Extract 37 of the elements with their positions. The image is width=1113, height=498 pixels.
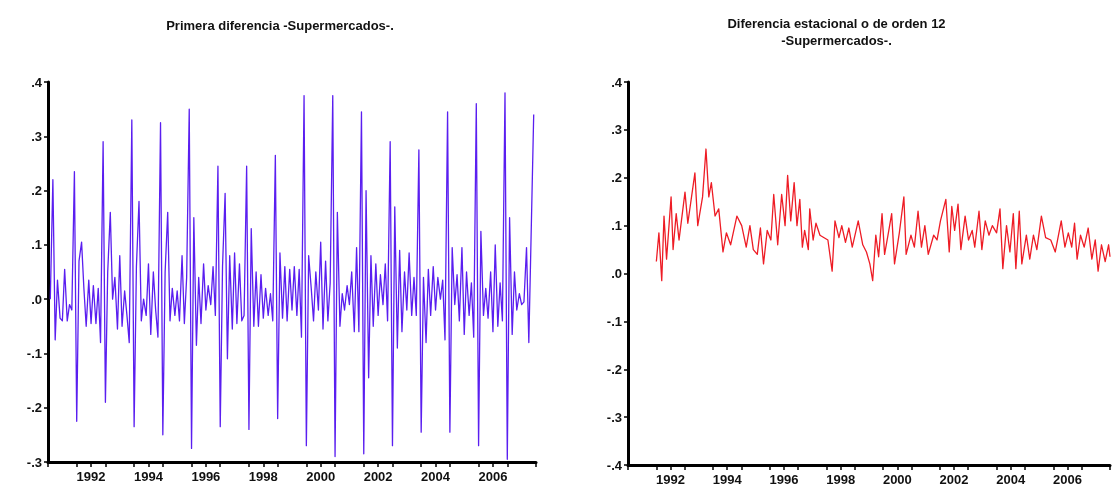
y-tick-label: .1	[31, 237, 42, 253]
y-tick-label: .2	[611, 170, 622, 186]
y-tick-label: -.4	[606, 457, 623, 473]
y-tick-label: -.1	[606, 313, 622, 329]
x-tick-label: 2006	[478, 469, 508, 484]
y-tick-label: -.1	[26, 345, 42, 361]
y-tick-label: .2	[31, 183, 42, 199]
x-tick-label: 2000	[306, 469, 336, 484]
y-tick-label: .4	[31, 74, 43, 90]
y-tick-label: .4	[611, 74, 623, 90]
x-tick-label: 1992	[656, 472, 685, 487]
x-tick-label: 1998	[248, 469, 278, 484]
chart-title: Diferencia estacional o de orden 12 -Supermercados-.	[727, 16, 946, 48]
x-tick-label: 2002	[939, 472, 969, 487]
y-tick-label: .3	[611, 122, 622, 138]
x-tick-label: 2004	[996, 472, 1026, 487]
x-tick-label: 1994	[134, 469, 164, 484]
x-tick-label: 2006	[1053, 472, 1082, 487]
x-tick-label: 1996	[769, 472, 799, 487]
line-series	[655, 148, 1111, 282]
x-tick-label: 1994	[712, 472, 743, 487]
line-series	[49, 92, 535, 460]
x-tick-label: 1992	[76, 469, 106, 484]
x-tick-label: 2000	[882, 472, 912, 487]
y-tick-label: .0	[611, 266, 622, 281]
y-tick-label: -.3	[606, 409, 622, 425]
chart-title: Primera diferencia -Supermercados-.	[166, 18, 394, 33]
y-tick-label: -.2	[26, 400, 42, 416]
x-tick-label: 2002	[363, 469, 393, 484]
x-tick-label: 1996	[191, 469, 221, 484]
y-tick-label: .3	[31, 128, 42, 144]
y-tick-label: .1	[611, 218, 622, 234]
x-tick-label: 1998	[826, 472, 856, 487]
x-tick-label: 2004	[421, 469, 451, 484]
y-tick-label: .0	[31, 291, 42, 307]
y-tick-label: -.2	[606, 361, 622, 377]
y-tick-label: -.3	[26, 454, 42, 470]
